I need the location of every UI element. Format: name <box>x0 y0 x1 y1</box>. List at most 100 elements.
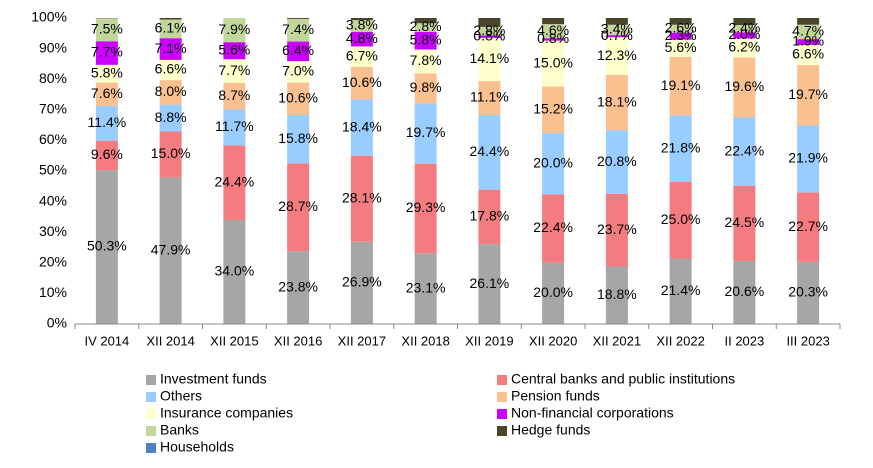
bar-segment <box>350 99 373 156</box>
y-tick-label: 0% <box>47 315 67 331</box>
data-label: 26.1% <box>470 275 510 291</box>
x-tick-label: XII 2015 <box>210 333 258 348</box>
data-label: 6.7% <box>346 47 378 63</box>
bar-segment <box>733 57 756 118</box>
bar-segment <box>542 194 565 263</box>
bar-segment <box>797 18 820 25</box>
bar-segment <box>605 266 628 324</box>
data-label: 5.8% <box>91 64 123 80</box>
bar-segment <box>542 18 565 25</box>
data-label: 11.4% <box>88 114 127 130</box>
y-tick-label: 10% <box>39 284 67 300</box>
bar-segment <box>350 241 373 324</box>
bar-segment <box>159 80 182 105</box>
bar-segment <box>95 82 118 106</box>
bar-segment <box>159 59 182 81</box>
bar-segment <box>478 244 501 324</box>
bar-segment <box>350 18 373 21</box>
bar-segment <box>733 185 756 261</box>
bar-segment <box>669 32 692 40</box>
data-label: 20.3% <box>788 284 828 300</box>
bar-segment <box>414 73 437 104</box>
bar-segment <box>478 115 501 190</box>
bar-segment <box>223 219 246 324</box>
data-label: 0.8% <box>473 27 505 43</box>
bar-segment <box>797 261 820 324</box>
bar-segment <box>605 37 628 75</box>
bar-segment <box>223 145 246 220</box>
bar-segment <box>223 109 246 146</box>
x-tick-label: XII 2016 <box>274 333 322 348</box>
data-label: 2.3% <box>665 27 697 43</box>
legend-swatch <box>146 426 156 436</box>
data-label: 7.4% <box>282 21 314 37</box>
data-label: 10.6% <box>278 89 318 105</box>
bar-segment <box>223 82 246 110</box>
data-label: 18.4% <box>342 118 382 134</box>
bar-segment <box>414 163 437 254</box>
bar-segment <box>542 262 565 324</box>
data-label: 3.8% <box>346 17 378 33</box>
legend-label: Central banks and public institutions <box>511 371 735 387</box>
bar-segment <box>733 25 756 33</box>
y-tick-label: 60% <box>39 131 67 147</box>
x-tick-label: XII 2020 <box>529 333 577 348</box>
data-label: 8.0% <box>155 83 187 99</box>
legend-swatch <box>497 375 507 385</box>
bar-segment <box>542 133 565 195</box>
data-label: 19.1% <box>661 77 701 93</box>
data-label: 15.8% <box>278 130 318 146</box>
x-tick-label: XII 2021 <box>593 333 641 348</box>
data-label: 25.0% <box>661 211 701 227</box>
data-label: 9.6% <box>91 146 123 162</box>
data-label: 2.4% <box>728 19 760 35</box>
data-label: 2.8% <box>410 18 442 34</box>
legend-swatch <box>497 426 507 436</box>
bar-segment <box>287 61 310 83</box>
bar-segment <box>287 251 310 324</box>
bar-segment <box>669 39 692 57</box>
bar-segment <box>605 193 628 267</box>
bar-segment <box>223 18 246 43</box>
x-tick-label: XII 2018 <box>401 333 449 348</box>
data-label: 19.7% <box>788 86 828 102</box>
bar-segment <box>159 38 182 60</box>
data-label: 34.0% <box>215 263 255 279</box>
data-label: 11.1% <box>470 89 509 105</box>
data-label: 50.3% <box>87 238 127 254</box>
bar-segment <box>287 115 310 164</box>
legend-label: Pension funds <box>511 388 600 404</box>
data-label: 21.9% <box>788 150 828 166</box>
bar-segment <box>605 24 628 36</box>
data-label: 23.7% <box>597 221 637 237</box>
data-label: 18.1% <box>597 93 637 109</box>
bar-segment <box>605 74 628 131</box>
bar-segment <box>414 49 437 74</box>
legend-label: Insurance companies <box>160 405 293 421</box>
bar-segment <box>669 115 692 183</box>
y-tick-label: 70% <box>39 101 67 117</box>
legend-label: Investment funds <box>160 371 267 387</box>
data-label: 7.9% <box>218 21 250 37</box>
data-label: 9.8% <box>410 79 442 95</box>
bar-segment <box>542 40 565 87</box>
data-label: 7.5% <box>91 20 123 36</box>
bar-segment <box>542 86 565 134</box>
bar-segment <box>733 117 756 186</box>
data-label: 22.4% <box>533 219 573 235</box>
data-label: 10.6% <box>342 74 382 90</box>
data-label: 19.7% <box>406 124 446 140</box>
bar-segment <box>287 41 310 62</box>
x-tick-label: III 2023 <box>786 333 829 348</box>
y-tick-label: 100% <box>31 9 67 25</box>
bar-segment <box>414 23 437 32</box>
legend-swatch <box>146 392 156 402</box>
bar-segment <box>669 258 692 324</box>
legend-label: Others <box>160 388 202 404</box>
y-tick-label: 30% <box>39 223 67 239</box>
data-label: 24.5% <box>725 214 765 230</box>
bar-segment <box>669 182 692 259</box>
data-label: 23.8% <box>278 278 318 294</box>
data-label: 24.4% <box>470 143 510 159</box>
bar-segment <box>350 20 373 32</box>
